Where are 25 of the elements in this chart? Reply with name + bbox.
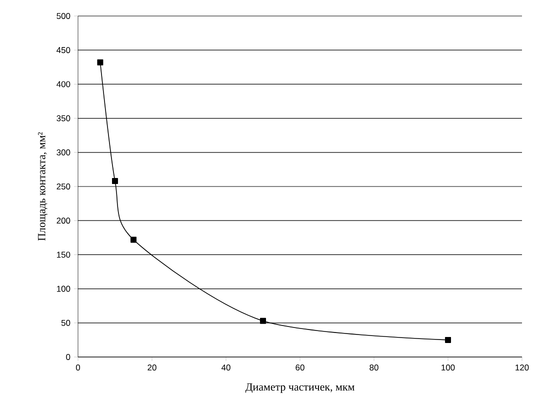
y-tick-label: 250 <box>56 184 70 190</box>
y-tick-label: 300 <box>56 149 70 156</box>
y-tick-label: 450 <box>56 47 70 54</box>
x-axis-title: Диаметр частичек, мкм <box>245 383 354 393</box>
y-tick-label: 50 <box>61 320 70 326</box>
y-tick-label: 150 <box>56 252 70 258</box>
point <box>97 59 104 66</box>
y-tick-label: 200 <box>56 218 70 224</box>
y-axis-title: Площадь контакта, мм² <box>38 132 48 241</box>
y-tick-label: 0 <box>66 354 70 360</box>
x-tick-label: 60 <box>296 364 304 371</box>
x-tick-label: 80 <box>370 364 378 371</box>
x-tick-label: 100 <box>442 364 455 371</box>
point <box>130 236 136 243</box>
y-tick-label: 400 <box>56 81 70 88</box>
point <box>112 178 118 184</box>
y-tick-label: 500 <box>56 13 70 19</box>
point <box>445 336 452 343</box>
y-tick-label: 350 <box>56 115 70 122</box>
x-tick-label: 40 <box>221 364 230 371</box>
point <box>260 318 266 324</box>
y-tick-label: 100 <box>56 286 70 292</box>
x-tick-label: 20 <box>148 364 156 371</box>
x-tick-label: 0 <box>76 364 80 371</box>
x-tick-label: 120 <box>516 364 529 371</box>
